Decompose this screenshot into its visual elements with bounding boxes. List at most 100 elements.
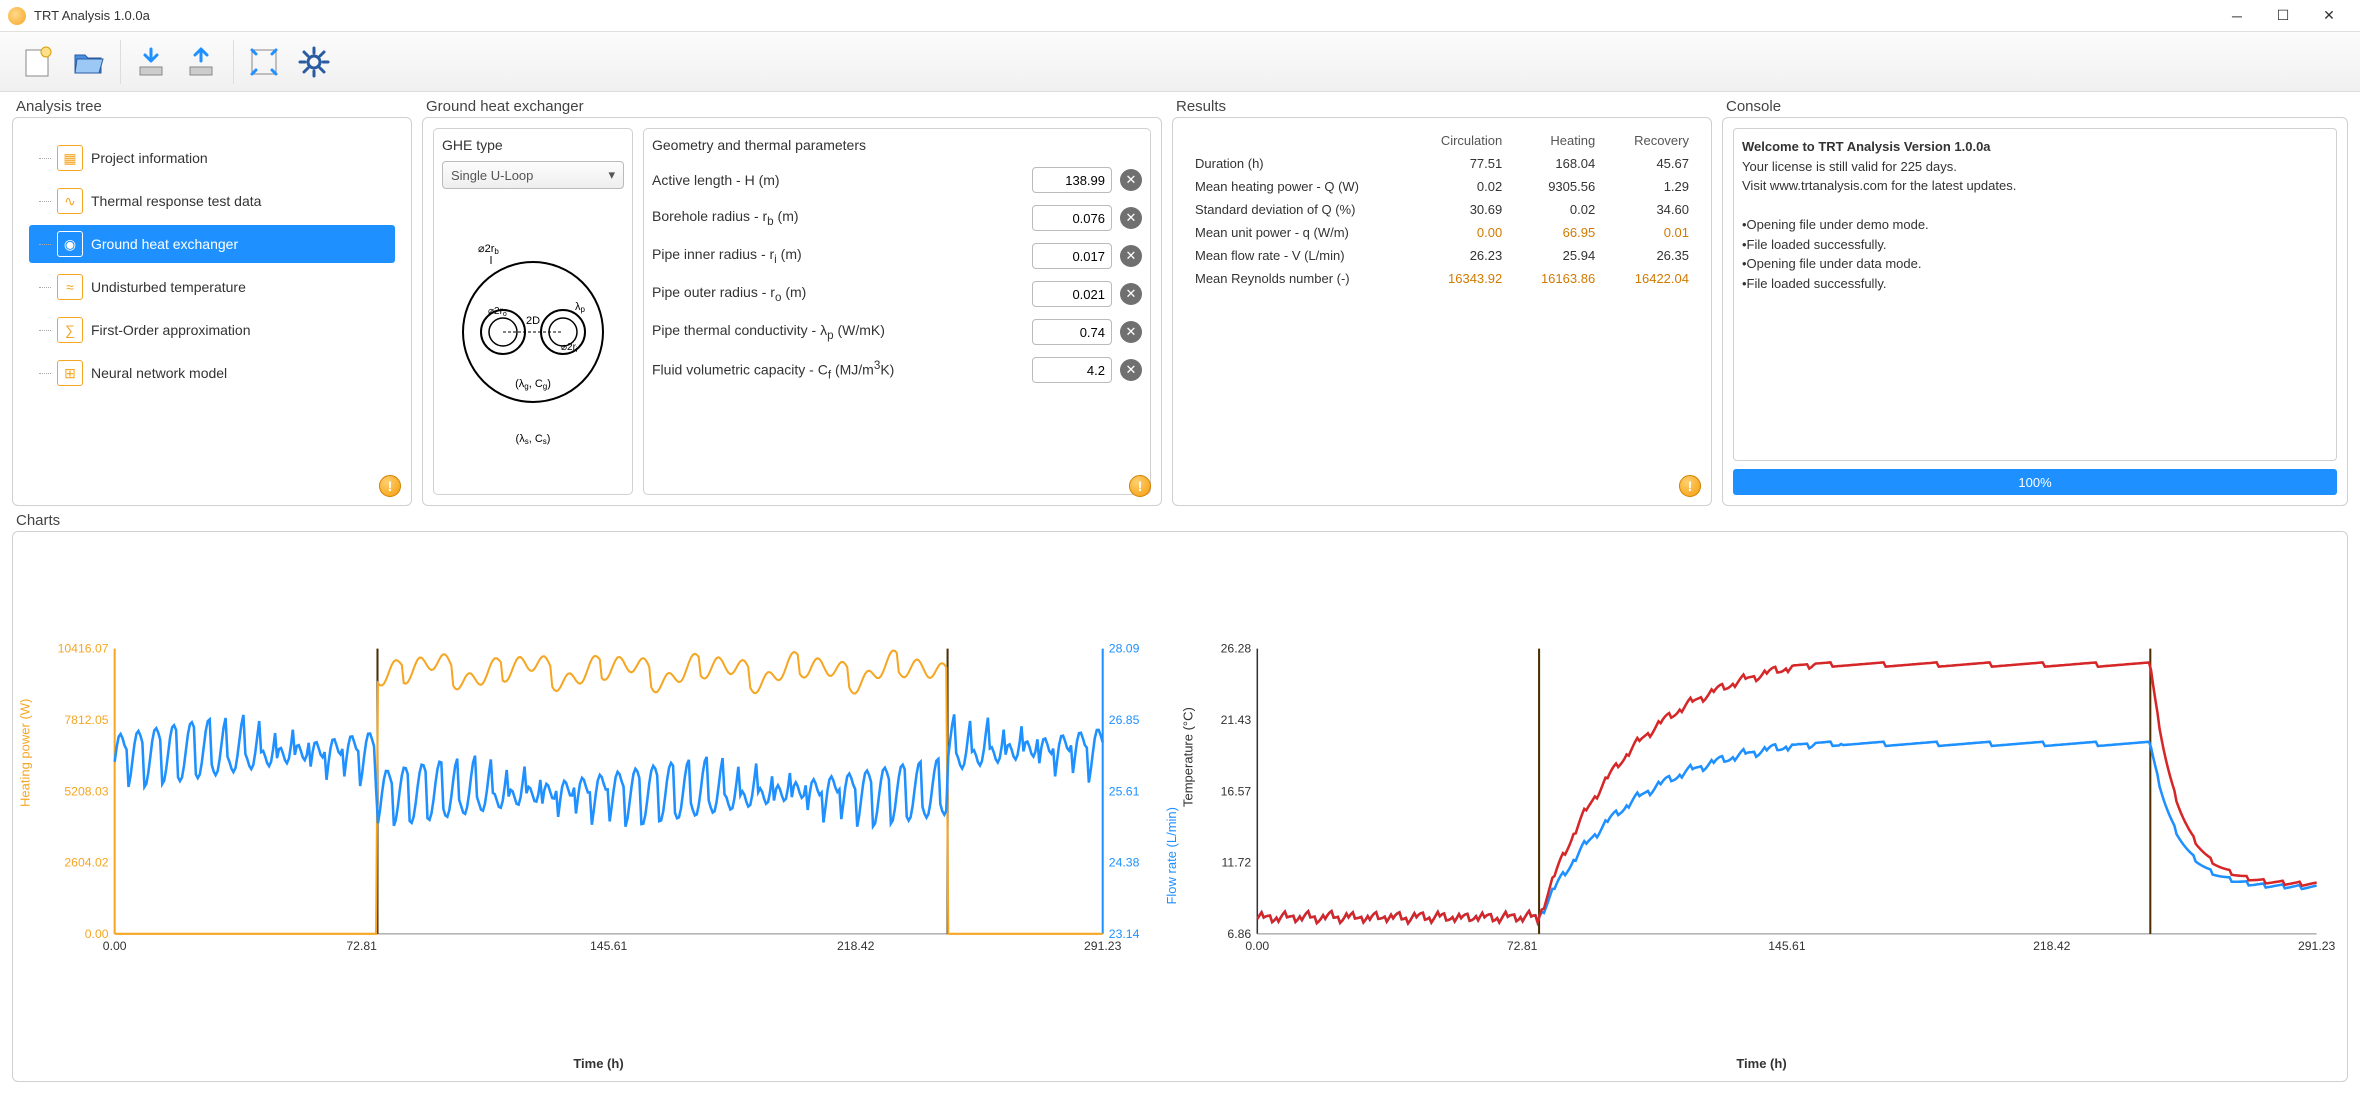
minimize-button[interactable]: ─	[2214, 1, 2260, 31]
tree-item-icon: ∿	[57, 188, 83, 214]
clear-icon[interactable]: ✕	[1120, 283, 1142, 305]
svg-text:218.42: 218.42	[2033, 939, 2071, 953]
warning-icon[interactable]: !	[1679, 475, 1701, 497]
param-input[interactable]	[1032, 281, 1112, 307]
results-row: Mean flow rate - V (L/min)26.2325.9426.3…	[1185, 245, 1699, 266]
tree-item-label: First-Order approximation	[91, 322, 251, 338]
results-col: Recovery	[1607, 130, 1699, 151]
results-panel: Results CirculationHeatingRecovery Durat…	[1172, 96, 1712, 506]
results-row: Duration (h)77.51168.0445.67	[1185, 153, 1699, 174]
tree-item-thermal-response-test-data[interactable]: ∿Thermal response test data	[29, 182, 395, 220]
results-row-label: Mean unit power - q (W/m)	[1185, 222, 1410, 243]
clear-icon[interactable]: ✕	[1120, 245, 1142, 267]
svg-text:10416.07: 10416.07	[58, 642, 109, 656]
analysis-tree-title: Analysis tree	[12, 96, 412, 117]
tree-item-icon: ◉	[57, 231, 83, 257]
tree-item-icon: ⊞	[57, 360, 83, 386]
tree-item-project-information[interactable]: ▦ Project information	[29, 139, 395, 177]
open-file-button[interactable]	[66, 40, 110, 84]
ghe-title: Ground heat exchanger	[422, 96, 1162, 117]
ghe-type-combobox[interactable]: Single U-Loop ▾	[442, 161, 624, 189]
param-input[interactable]	[1032, 357, 1112, 383]
results-row-label: Duration (h)	[1185, 153, 1410, 174]
tree-item-label: Undisturbed temperature	[91, 279, 246, 295]
results-row: Mean heating power - Q (W)0.029305.561.2…	[1185, 176, 1699, 197]
param-row: Borehole radius - rb (m)✕	[652, 199, 1142, 237]
svg-text:21.43: 21.43	[1221, 713, 1252, 727]
console-line: •Opening file under data mode.	[1742, 254, 2328, 274]
results-cell: 26.23	[1412, 245, 1512, 266]
new-file-button[interactable]	[16, 40, 60, 84]
maximize-button[interactable]: ☐	[2260, 1, 2306, 31]
param-label: Active length - H (m)	[652, 172, 1024, 188]
svg-text:16.57: 16.57	[1221, 784, 1252, 798]
svg-text:2604.02: 2604.02	[64, 856, 108, 870]
results-row: Standard deviation of Q (%)30.690.0234.6…	[1185, 199, 1699, 220]
fullscreen-icon	[247, 45, 281, 79]
param-row: Fluid volumetric capacity - Cf (MJ/m3K)✕	[652, 351, 1142, 389]
tree-item-label: Ground heat exchanger	[91, 236, 238, 252]
param-list: Active length - H (m)✕Borehole radius - …	[652, 161, 1142, 389]
svg-text:7812.05: 7812.05	[64, 713, 108, 727]
tree-item-neural-network-model[interactable]: ⊞Neural network model	[29, 354, 395, 392]
svg-text:291.23: 291.23	[2298, 939, 2336, 953]
export-button[interactable]	[179, 40, 223, 84]
results-cell: 25.94	[1514, 245, 1605, 266]
ghe-panel: Ground heat exchanger GHE type Single U-…	[422, 96, 1162, 506]
settings-icon	[297, 45, 331, 79]
console-heading: Welcome to TRT Analysis Version 1.0.0a	[1742, 139, 1991, 154]
chart-power-flow[interactable]: 0.002604.025208.037812.0510416.0723.1424…	[23, 542, 1174, 1071]
param-input[interactable]	[1032, 167, 1112, 193]
chart-temperature[interactable]: 6.8611.7216.5721.4326.280.0072.81145.612…	[1186, 542, 2337, 1071]
console-line: •File loaded successfully.	[1742, 235, 2328, 255]
results-title: Results	[1172, 96, 1712, 117]
clear-icon[interactable]: ✕	[1120, 359, 1142, 381]
svg-text:72.81: 72.81	[346, 939, 377, 953]
export-icon	[184, 45, 218, 79]
svg-text:2D: 2D	[526, 315, 540, 327]
ghe-type-subpanel: GHE type Single U-Loop ▾	[433, 128, 633, 495]
param-input[interactable]	[1032, 205, 1112, 231]
clear-icon[interactable]: ✕	[1120, 169, 1142, 191]
import-button[interactable]	[129, 40, 173, 84]
param-input[interactable]	[1032, 243, 1112, 269]
tree-item-undisturbed-temperature[interactable]: ≈ Undisturbed temperature	[29, 268, 395, 306]
fullscreen-button[interactable]	[242, 40, 286, 84]
console-panel: Console Welcome to TRT Analysis Version …	[1722, 96, 2348, 506]
top-row: Analysis tree ▦ Project information ∿Therm…	[12, 96, 2348, 506]
tree-item-label: Project information	[91, 150, 208, 166]
progress-bar: 100%	[1733, 469, 2337, 495]
tree-item-icon: ≈	[57, 274, 83, 300]
svg-text:⌀2rb: ⌀2rb	[478, 243, 499, 256]
param-row: Pipe outer radius - ro (m)✕	[652, 275, 1142, 313]
svg-text:25.61: 25.61	[1109, 784, 1140, 798]
charts-panel: Charts 0.002604.025208.037812.0510416.07…	[12, 510, 2348, 1082]
settings-button[interactable]	[292, 40, 336, 84]
warning-icon[interactable]: !	[379, 475, 401, 497]
chevron-down-icon: ▾	[608, 167, 615, 183]
results-row: Mean Reynolds number (-)16343.9216163.86…	[1185, 268, 1699, 289]
tree-item-ground-heat-exchanger[interactable]: ◉ Ground heat exchanger	[29, 225, 395, 263]
results-col: Heating	[1514, 130, 1605, 151]
results-cell: 30.69	[1412, 199, 1512, 220]
warning-icon[interactable]: !	[1129, 475, 1151, 497]
svg-text:⌀2ro: ⌀2ro	[488, 306, 507, 318]
param-label: Pipe inner radius - ri (m)	[652, 246, 1024, 266]
results-cell: 0.02	[1412, 176, 1512, 197]
results-cell: 9305.56	[1514, 176, 1605, 197]
tree-item-first-order-approximation[interactable]: ∑First-Order approximation	[29, 311, 395, 349]
progress-label: 100%	[2018, 475, 2051, 490]
svg-text:28.09: 28.09	[1109, 642, 1140, 656]
app-icon	[8, 7, 26, 25]
clear-icon[interactable]: ✕	[1120, 207, 1142, 229]
svg-text:72.81: 72.81	[1507, 939, 1538, 953]
clear-icon[interactable]: ✕	[1120, 321, 1142, 343]
svg-text:26.85: 26.85	[1109, 713, 1140, 727]
param-input[interactable]	[1032, 319, 1112, 345]
svg-text:26.28: 26.28	[1221, 642, 1252, 656]
close-button[interactable]: ✕	[2306, 1, 2352, 31]
results-cell: 45.67	[1607, 153, 1699, 174]
tree-item-icon: ▦	[57, 145, 83, 171]
results-col: Circulation	[1412, 130, 1512, 151]
console-license: Your license is still valid for 225 days…	[1742, 159, 1957, 174]
